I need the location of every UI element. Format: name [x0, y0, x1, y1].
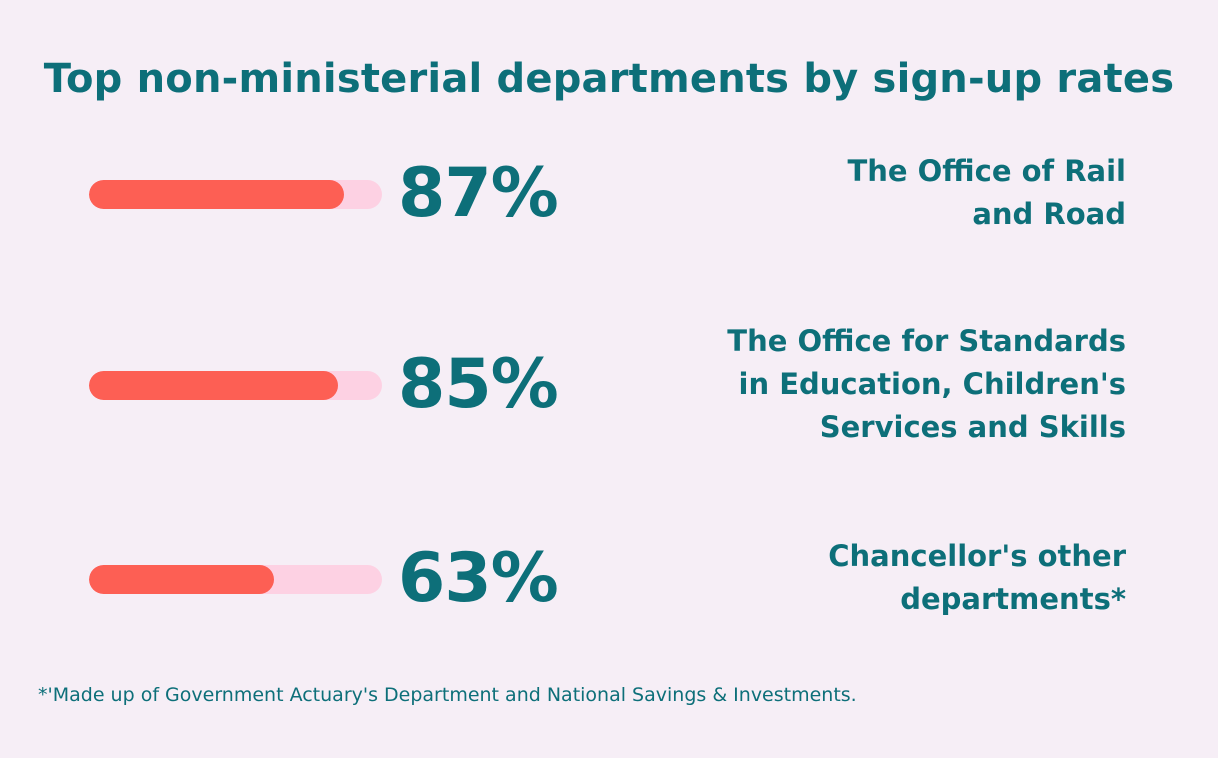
value-label: 85% [398, 345, 559, 424]
bar-fill [89, 565, 274, 594]
footnote: *'Made up of Government Actuary's Depart… [38, 684, 857, 706]
category-label: The Office of Rail and Road [847, 154, 1126, 231]
bar-fill [89, 371, 338, 400]
category-label: Chancellor's other departments* [828, 539, 1126, 616]
category-label: The Office for Standards in Education, Ch… [727, 324, 1126, 444]
value-label: 87% [398, 154, 559, 233]
chart-title: Top non-ministerial departments by sign-… [43, 56, 1175, 102]
value-label: 63% [398, 539, 559, 618]
bar-fill [89, 180, 344, 209]
bar-track [89, 180, 382, 209]
bar-track [89, 565, 382, 594]
bar-track [89, 371, 382, 400]
